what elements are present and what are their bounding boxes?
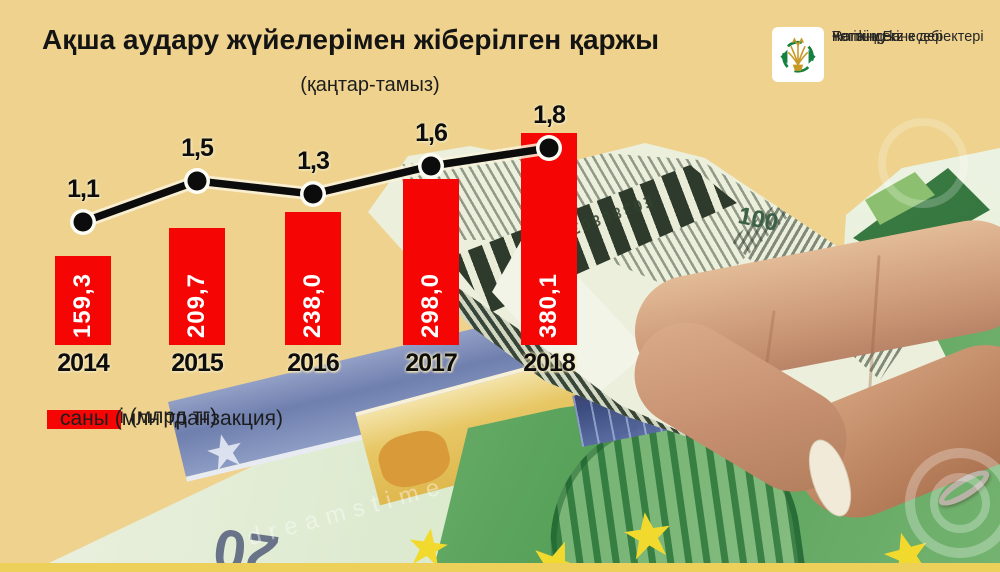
bottom-strip	[0, 563, 1000, 572]
line-value-2016: 1,3	[297, 147, 330, 175]
line-value-2017: 1,6	[415, 119, 448, 147]
line-dot-2018	[539, 138, 559, 158]
legend-bar-label: саны (млн транзакция)	[60, 407, 284, 430]
line-value-2014: 1,1	[67, 175, 100, 203]
year-label-2015: 2015	[171, 349, 224, 377]
watermark-circle	[905, 448, 1000, 558]
line-dot-2014	[73, 212, 93, 232]
year-label-2018: 2018	[523, 349, 576, 377]
line-dot-2017	[421, 156, 441, 176]
line-value-2018: 1,8	[533, 101, 566, 129]
national-bank-logo	[772, 27, 824, 82]
source-line-2: негізіндегі	[832, 29, 900, 45]
page-title: Ақша аудару жүйелерімен жіберілген қаржы	[42, 24, 660, 55]
year-label-2014: 2014	[57, 349, 110, 377]
watermark-circle	[930, 473, 990, 533]
source-line-1: Ұлттық Банк деректері	[832, 29, 984, 45]
watermark-circle	[878, 118, 968, 208]
national-bank-emblem-icon	[780, 36, 816, 73]
year-label-2016: 2016	[287, 349, 340, 377]
bar-2018: 380,1	[521, 133, 577, 345]
line-dot-2015	[187, 171, 207, 191]
page-subtitle: (қаңтар-тамыз)	[300, 74, 440, 96]
line-value-2015: 1,5	[181, 134, 214, 162]
bar-2017: 298,0	[403, 179, 459, 345]
bar-2015: 209,7	[169, 228, 225, 345]
year-label-2017: 2017	[405, 349, 458, 377]
line-dot-2016	[303, 184, 323, 204]
bar-2016: 238,0	[285, 212, 341, 345]
source-line-3: Ranking.kz есебі	[832, 29, 943, 45]
bar-2014: 159,3	[55, 256, 111, 345]
bar-swatch-icon	[47, 409, 121, 429]
